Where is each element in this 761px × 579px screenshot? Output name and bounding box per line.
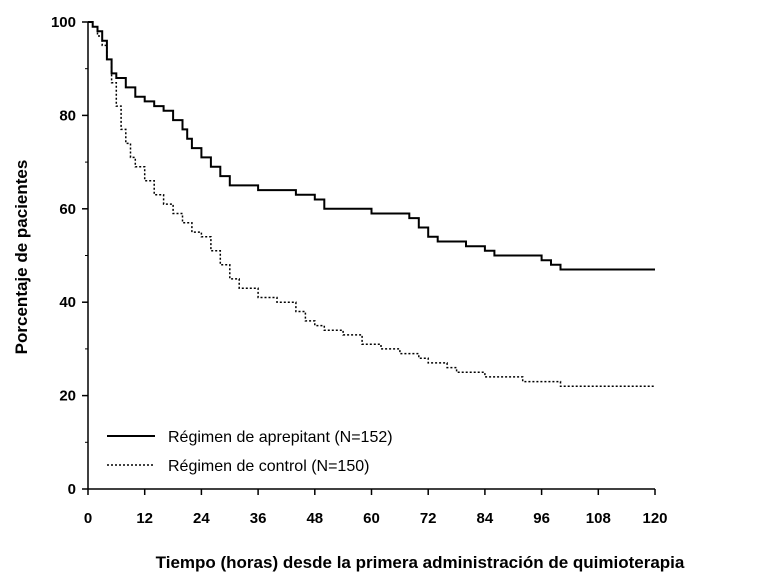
x-tick-label: 108 xyxy=(586,510,611,527)
x-tick-label: 48 xyxy=(306,510,323,527)
y-tick-label: 0 xyxy=(68,481,76,498)
y-tick-label: 80 xyxy=(59,107,76,124)
series-layer xyxy=(88,21,655,388)
series-line-1 xyxy=(88,21,655,388)
y-tick-label: 60 xyxy=(59,201,76,218)
x-tick-label: 84 xyxy=(477,510,494,527)
x-axis-title: Tiempo (horas) desde la primera administ… xyxy=(156,553,685,572)
x-tick-label: 0 xyxy=(84,510,92,527)
x-tick-label: 120 xyxy=(642,510,667,527)
y-tick-label: 40 xyxy=(59,294,76,311)
series-line-0 xyxy=(88,21,655,271)
x-tick-label: 12 xyxy=(136,510,153,527)
legend: Régimen de aprepitant (N=152) Régimen de… xyxy=(107,429,393,475)
y-axis-title: Porcentaje de pacientes xyxy=(12,160,31,355)
legend-label-aprepitant: Régimen de aprepitant (N=152) xyxy=(168,429,393,446)
x-tick-label: 72 xyxy=(420,510,437,527)
x-tick-label: 60 xyxy=(363,510,380,527)
y-tick-label: 100 xyxy=(51,14,76,31)
legend-label-control: Régimen de control (N=150) xyxy=(168,458,369,475)
x-axis-ticks: 0 12 24 36 48 60 72 84 96 108 120 xyxy=(84,489,668,527)
y-axis-ticks: 0 20 40 60 80 100 xyxy=(51,14,88,498)
x-tick-label: 96 xyxy=(533,510,550,527)
x-tick-label: 36 xyxy=(250,510,267,527)
y-tick-label: 20 xyxy=(59,388,76,405)
axes xyxy=(87,22,655,490)
x-tick-label: 24 xyxy=(193,510,210,527)
